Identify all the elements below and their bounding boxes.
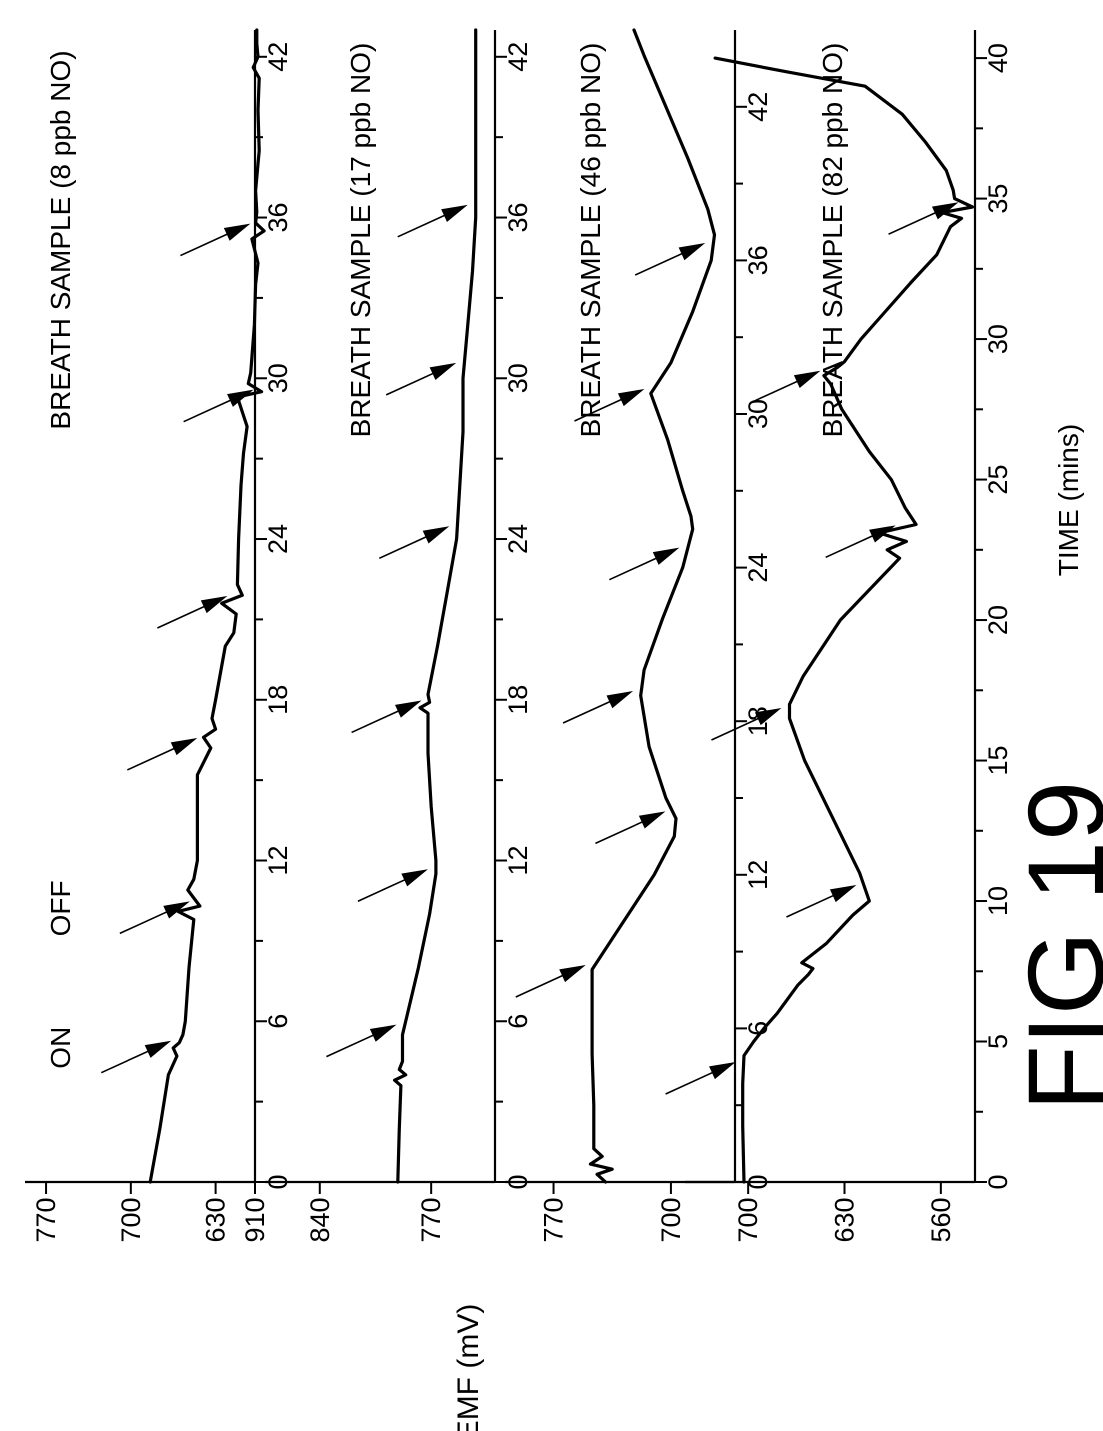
y-tick-label: 840 (305, 1197, 335, 1242)
arrow (101, 1041, 171, 1073)
arrow (180, 224, 250, 256)
y-tick-label: 560 (926, 1197, 956, 1242)
y-tick-label: 630 (830, 1197, 860, 1242)
arrow (352, 700, 422, 732)
x-tick-label: 36 (743, 245, 773, 275)
panel-3: 06121824303642700770BREATH SAMPLE (46 pp… (505, 30, 773, 1243)
x-tick-label: 20 (983, 605, 1013, 635)
panels: 06121824303642910630700770BREATH SAMPLE … (25, 30, 1013, 1243)
x-tick-label: 35 (983, 184, 1013, 214)
panel-title: BREATH SAMPLE (82 ppb NO) (817, 43, 848, 438)
x-tick-label: 36 (263, 203, 293, 233)
arrow (516, 965, 586, 997)
panel-4: 0510152025303540560630700BREATH SAMPLE (… (666, 30, 1013, 1243)
x-tick-label: 6 (503, 1014, 533, 1029)
x-tick-label: 12 (263, 845, 293, 875)
panel-title: BREATH SAMPLE (8 ppb NO) (45, 50, 76, 429)
y-tick-label: 700 (116, 1197, 146, 1242)
series-line (590, 30, 714, 1182)
x-tick-label: 42 (503, 42, 533, 72)
x-tick-label: 42 (743, 92, 773, 122)
x-tick-label: 15 (983, 746, 1013, 776)
panel-2: 06121824303642770840BREATH SAMPLE (17 pp… (265, 30, 533, 1243)
x-tick-label: 30 (263, 363, 293, 393)
series-line (395, 30, 476, 1182)
panel-1: 06121824303642910630700770BREATH SAMPLE … (25, 30, 293, 1243)
y-tick-label: 910 (240, 1197, 270, 1242)
shared-labels: EMF (mV) TIME (mins) FIG 19 (452, 424, 1103, 1431)
y-tick-label: 770 (31, 1197, 61, 1242)
arrow (786, 885, 856, 917)
annotation-label: ON (45, 1027, 76, 1069)
x-tick-label: 30 (503, 363, 533, 393)
annotation-label: OFF (45, 880, 76, 936)
arrow (358, 869, 428, 901)
arrow (750, 371, 820, 403)
y-tick-label: 770 (416, 1197, 446, 1242)
arrow (635, 243, 705, 275)
x-tick-label: 24 (503, 524, 533, 554)
x-tick-label: 0 (983, 1174, 1013, 1189)
x-tick-label: 12 (743, 860, 773, 890)
x-tick-label: 12 (503, 845, 533, 875)
arrow (326, 1025, 396, 1057)
arrow (127, 738, 197, 770)
x-tick-label: 6 (263, 1014, 293, 1029)
panel-title: BREATH SAMPLE (46 ppb NO) (575, 43, 606, 438)
arrow (595, 811, 665, 843)
arrow (826, 525, 896, 557)
x-tick-label: 24 (263, 524, 293, 554)
arrow (379, 526, 449, 558)
x-axis-label: TIME (mins) (1053, 424, 1084, 576)
y-tick-label: 770 (539, 1197, 569, 1242)
x-tick-label: 25 (983, 465, 1013, 495)
y-tick-label: 700 (733, 1197, 763, 1242)
x-tick-label: 42 (263, 42, 293, 72)
x-tick-label: 24 (743, 553, 773, 583)
arrow (609, 548, 679, 580)
panel-title: BREATH SAMPLE (17 ppb NO) (345, 43, 376, 438)
arrow (666, 1062, 736, 1094)
x-tick-label: 36 (503, 203, 533, 233)
x-tick-label: 30 (743, 399, 773, 429)
y-tick-label: 700 (656, 1197, 686, 1242)
arrow (157, 596, 227, 628)
y-axis-label: EMF (mV) (452, 1304, 485, 1431)
x-tick-label: 30 (983, 324, 1013, 354)
x-tick-label: 18 (503, 685, 533, 715)
x-tick-label: 18 (263, 685, 293, 715)
arrow (386, 363, 456, 395)
figure-label: FIG 19 (1005, 781, 1103, 1111)
arrow (398, 205, 468, 237)
arrow (563, 691, 633, 723)
x-tick-label: 40 (983, 43, 1013, 73)
y-tick-label: 630 (201, 1197, 231, 1242)
arrow (120, 901, 190, 933)
